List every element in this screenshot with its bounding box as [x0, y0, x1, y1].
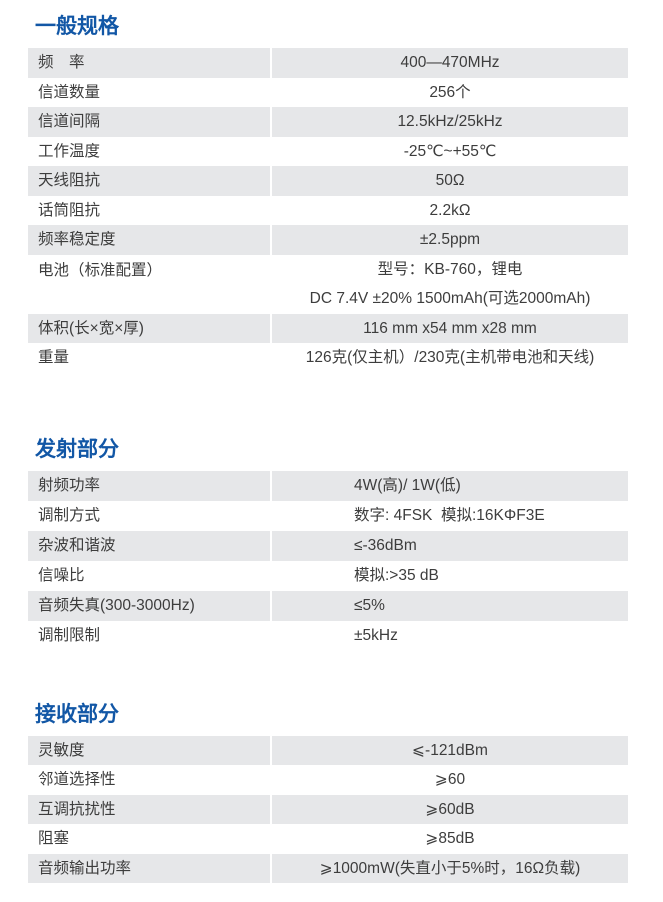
section-general: 一般规格频 率 400—470MHz 信道数量 256个信道间隔 12.5kHz/25k…	[28, 14, 628, 373]
spec-value: ⩾60	[434, 771, 466, 789]
spec-value-line: DC 7.4V ±20% 1500mAh(可选2000mAh)	[309, 290, 591, 308]
spec-value: -25℃~+55℃	[403, 142, 497, 160]
spec-value: 12.5kHz/25kHz	[272, 107, 628, 137]
spec-row: 互调抗扰性 ⩾60dB	[28, 794, 628, 824]
spec-label: 音频输出功率	[28, 853, 270, 883]
spec-row: 话筒阻抗 2.2kΩ	[28, 196, 628, 226]
spec-label: 频率稳定度	[28, 225, 270, 255]
spec-value: ≤-36dBm	[272, 530, 628, 561]
spec-row: 频率稳定度 ±2.5ppm	[28, 225, 628, 255]
spec-label: 音频失真(300-3000Hz)	[28, 590, 270, 621]
spec-label: 体积(长×宽×厚)	[28, 313, 270, 343]
spec-table-transmit: 射频功率 4W(高)/ 1W(低) 调制方式 数字: 4FSK 模拟:16KΦF3E 杂…	[28, 470, 628, 651]
spec-row: 调制限制 ±5kHz	[28, 621, 628, 651]
spec-row: 信道间隔 12.5kHz/25kHz	[28, 107, 628, 137]
spec-value: 50Ω	[272, 166, 628, 196]
spec-value: ⩽-121dBm	[272, 735, 628, 765]
spec-value: 型号：KB-760，锂电 DC 7.4V ±20% 1500mAh(可选2000m…	[272, 255, 628, 314]
spec-label: 信道数量	[38, 83, 101, 101]
spec-table-receive: 灵敏度 ⩽-121dBm 邻道选择性 ⩾60 互调抗扰性 ⩾60dB 阻塞 ⩾85dB 音频输出…	[28, 735, 628, 883]
section-receive: 接收部分灵敏度 ⩽-121dBm 邻道选择性 ⩾60 互调抗扰性 ⩾60dB 阻塞 ⩾85dB…	[28, 702, 628, 883]
spec-row: 重量 126克(仅主机）/230克(主机带电池和天线)	[28, 343, 628, 373]
spec-value: 2.2kΩ	[429, 201, 471, 219]
spec-label: 互调抗扰性	[28, 794, 270, 824]
spec-row: 射频功率 4W(高)/ 1W(低)	[28, 470, 628, 501]
spec-row: 体积(长×宽×厚) 116 mm x54 mm x28 mm	[28, 313, 628, 343]
spec-label: 天线阻抗	[28, 166, 270, 196]
spec-value: ≤5%	[272, 590, 628, 621]
spec-row: 工作温度 -25℃~+55℃	[28, 137, 628, 167]
spec-value: ⩾1000mW(失直小于5%时，16Ω负载)	[272, 853, 628, 883]
spec-row: 音频失真(300-3000Hz) ≤5%	[28, 590, 628, 621]
spec-row: 邻道选择性 ⩾60	[28, 765, 628, 795]
spec-row: 电池（标准配置） 型号：KB-760，锂电 DC 7.4V ±20% 1500mAh…	[28, 255, 628, 314]
spec-row: 杂波和谐波 ≤-36dBm	[28, 530, 628, 561]
spec-row: 灵敏度 ⩽-121dBm	[28, 735, 628, 765]
spec-label: 邻道选择性	[38, 771, 116, 789]
spec-value: 数字: 4FSK 模拟:16KΦF3E	[354, 506, 545, 524]
spec-label: 话筒阻抗	[38, 201, 101, 219]
spec-value: 126克(仅主机）/230克(主机带电池和天线)	[305, 349, 595, 367]
spec-table-general: 频 率 400—470MHz 信道数量 256个 信道间隔 12.5kHz/25kHz 工作…	[28, 48, 628, 373]
spec-label: 杂波和谐波	[28, 530, 270, 561]
spec-row: 调制方式 数字: 4FSK 模拟:16KΦF3E	[28, 501, 628, 531]
spec-value-line: 型号：KB-760，锂电	[377, 260, 523, 278]
spec-label: 调制方式	[38, 506, 101, 524]
spec-value: ±5kHz	[354, 626, 398, 644]
spec-value: 400—470MHz	[272, 48, 628, 78]
spec-value: 模拟:>35 dB	[354, 566, 439, 584]
spec-row: 信噪比 模拟:>35 dB	[28, 561, 628, 591]
spec-row: 频 率 400—470MHz	[28, 48, 628, 78]
spec-label: 工作温度	[38, 142, 101, 160]
spec-value: ⩾85dB	[425, 830, 475, 848]
spec-value: 4W(高)/ 1W(低)	[272, 470, 628, 501]
spec-label: 射频功率	[28, 470, 270, 501]
spec-label: 频 率	[28, 48, 270, 78]
spec-row: 信道数量 256个	[28, 78, 628, 108]
spec-label: 阻塞	[38, 830, 70, 848]
spec-row: 音频输出功率 ⩾1000mW(失直小于5%时，16Ω负载)	[28, 853, 628, 883]
section-transmit: 发射部分射频功率 4W(高)/ 1W(低) 调制方式 数字: 4FSK 模拟:16KΦ…	[28, 437, 628, 651]
spec-row: 天线阻抗 50Ω	[28, 166, 628, 196]
spec-value: 116 mm x54 mm x28 mm	[272, 313, 628, 343]
spec-label: 灵敏度	[28, 735, 270, 765]
section-title-receive: 接收部分	[35, 702, 119, 726]
spec-label: 重量	[38, 349, 70, 367]
spec-value: ±2.5ppm	[272, 225, 628, 255]
spec-label: 信噪比	[38, 566, 85, 584]
spec-label: 调制限制	[38, 626, 101, 644]
spec-label: 信道间隔	[28, 107, 270, 137]
section-title-general: 一般规格	[35, 15, 119, 38]
section-title-transmit: 发射部分	[35, 437, 119, 461]
spec-row: 阻塞 ⩾85dB	[28, 824, 628, 854]
spec-label: 电池（标准配置）	[38, 261, 163, 279]
spec-value: 256个	[429, 83, 471, 101]
spec-value: ⩾60dB	[272, 794, 628, 824]
